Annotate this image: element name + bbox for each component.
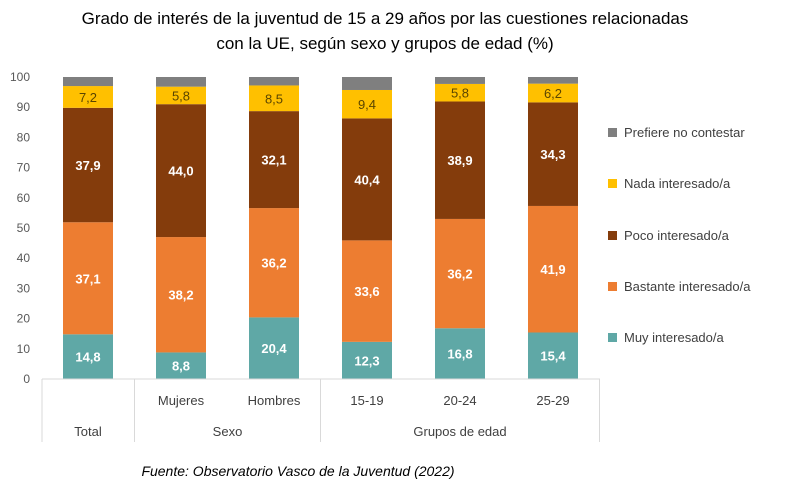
legend-label: Nada interesado/a	[624, 176, 731, 191]
bar-segment-prefiere-no-contestar15-19	[342, 77, 392, 90]
bar-segment-poco-interesado-aTotal	[63, 107, 113, 223]
data-label: 41,9	[540, 262, 565, 277]
y-tick-label: 10	[17, 342, 31, 356]
bar-segment-poco-interesado-aHombres	[249, 111, 299, 209]
y-tick-label: 40	[17, 251, 31, 265]
data-label: 34,3	[540, 147, 565, 162]
bar-segment-prefiere-no-contestarMujeres	[156, 77, 206, 87]
bar-segment-muy-interesado-a25-29	[528, 332, 578, 379]
bar-segment-poco-interesado-aMujeres	[156, 104, 206, 238]
y-tick-label: 90	[17, 100, 31, 114]
bar-segment-muy-interesado-a20-24	[435, 328, 485, 379]
bar-segment-bastante-interesado-aTotal	[63, 222, 113, 335]
data-label: 32,1	[261, 153, 286, 168]
x-tick-label: Mujeres	[158, 393, 205, 408]
data-label: 8,5	[265, 91, 283, 106]
bar-segment-muy-interesado-aMujeres	[156, 352, 206, 379]
y-tick-label: 50	[17, 221, 31, 235]
data-label: 44,0	[168, 164, 193, 179]
chart-title-line-1: Grado de interés de la juventud de 15 a …	[82, 9, 689, 28]
bar-segment-nada-interesado-a25-29	[528, 83, 578, 103]
legend-label: Muy interesado/a	[624, 330, 724, 345]
data-label: 33,6	[354, 284, 379, 299]
bar-segment-prefiere-no-contestar20-24	[435, 77, 485, 84]
bar-segment-prefiere-no-contestarTotal	[63, 77, 113, 87]
bar-segment-bastante-interesado-a25-29	[528, 205, 578, 333]
source-note: Fuente: Observatorio Vasco de la Juventu…	[141, 463, 454, 479]
bar-segment-bastante-interesado-aHombres	[249, 208, 299, 318]
data-label: 8,8	[172, 359, 190, 374]
bar-segment-bastante-interesado-a15-19	[342, 240, 392, 342]
x-group-label: Grupos de edad	[413, 424, 506, 439]
bar-segment-bastante-interesado-aMujeres	[156, 237, 206, 353]
data-label: 40,4	[354, 172, 380, 187]
data-label: 16,8	[447, 347, 472, 362]
bar-segment-prefiere-no-contestarHombres	[249, 77, 299, 86]
bar-segment-nada-interesado-aMujeres	[156, 86, 206, 105]
bar-segment-muy-interesado-a15-19	[342, 341, 392, 379]
data-label: 15,4	[540, 349, 566, 364]
data-label: 36,2	[261, 256, 286, 271]
y-tick-label: 100	[10, 70, 30, 84]
bar-segment-bastante-interesado-a20-24	[435, 218, 485, 329]
legend-swatch	[608, 333, 617, 342]
bar-segment-muy-interesado-aHombres	[249, 317, 299, 379]
x-tick-label: 15-19	[350, 393, 383, 408]
x-tick-label: Hombres	[248, 393, 301, 408]
data-label: 9,4	[358, 97, 376, 112]
bar-segment-nada-interesado-aTotal	[63, 86, 113, 108]
bar-segment-nada-interesado-a20-24	[435, 83, 485, 102]
bar-segment-prefiere-no-contestar25-29	[528, 77, 578, 84]
data-label: 38,2	[168, 288, 193, 303]
data-label: 20,4	[261, 341, 287, 356]
x-tick-label: 25-29	[536, 393, 569, 408]
data-label: 12,3	[354, 353, 379, 368]
legend-label: Bastante interesado/a	[624, 279, 751, 294]
legend-swatch	[608, 231, 617, 240]
legend-swatch	[608, 128, 617, 137]
data-label: 37,9	[75, 158, 100, 173]
bar-segment-poco-interesado-a20-24	[435, 101, 485, 219]
data-label: 14,8	[75, 350, 100, 365]
legend-label: Prefiere no contestar	[624, 125, 745, 140]
bar-segment-poco-interesado-a15-19	[342, 118, 392, 241]
data-label: 37,1	[75, 271, 100, 286]
data-label: 36,2	[447, 267, 472, 282]
data-label: 6,2	[544, 86, 562, 101]
data-label: 5,8	[172, 88, 190, 103]
y-tick-label: 70	[17, 161, 31, 175]
y-tick-label: 60	[17, 191, 31, 205]
y-tick-label: 0	[23, 372, 30, 386]
data-label: 7,2	[79, 90, 97, 105]
bar-segment-nada-interesado-a15-19	[342, 89, 392, 119]
legend-swatch	[608, 282, 617, 291]
legend-label: Poco interesado/a	[624, 228, 730, 243]
y-tick-label: 80	[17, 130, 31, 144]
legend-swatch	[608, 179, 617, 188]
chart-title-line-2: con la UE, según sexo y grupos de edad (…	[216, 34, 553, 53]
bar-segment-poco-interesado-a25-29	[528, 102, 578, 206]
bar-segment-muy-interesado-aTotal	[63, 334, 113, 379]
y-tick-label: 20	[17, 312, 31, 326]
x-group-label: Sexo	[213, 424, 243, 439]
bar-segment-nada-interesado-aHombres	[249, 85, 299, 112]
data-label: 38,9	[447, 153, 472, 168]
x-group-label: Total	[74, 424, 102, 439]
y-tick-label: 30	[17, 281, 31, 295]
data-label: 5,8	[451, 86, 469, 101]
x-tick-label: 20-24	[443, 393, 476, 408]
